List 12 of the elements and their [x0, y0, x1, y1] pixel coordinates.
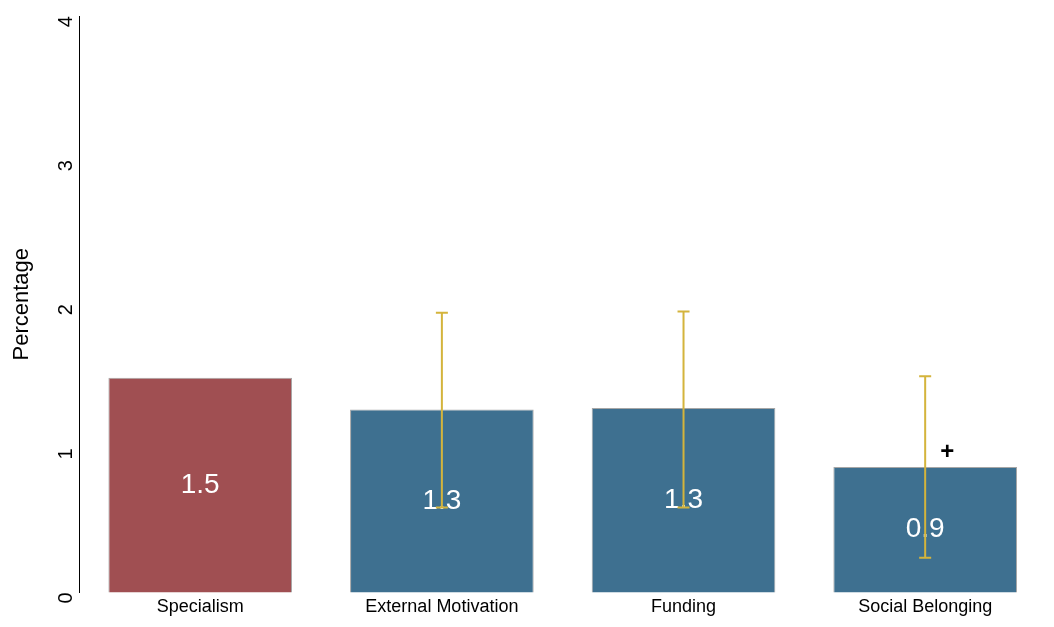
x-tick-label: Specialism	[156, 596, 244, 617]
y-tick-label: 0	[53, 592, 76, 604]
x-tick-label: External Motivation	[365, 596, 519, 617]
y-tick-label: 2	[53, 304, 76, 316]
data-label: 1.5	[180, 467, 220, 499]
x-tick-label: Social Belonging	[858, 596, 993, 617]
y-tick-label: 4	[53, 16, 76, 28]
y-tick-label: 1	[53, 448, 76, 460]
annotation: +	[940, 437, 955, 465]
y-axis-title: Percentage	[8, 247, 34, 361]
y-tick-label: 3	[53, 160, 76, 172]
x-tick-label: Funding	[650, 596, 717, 617]
